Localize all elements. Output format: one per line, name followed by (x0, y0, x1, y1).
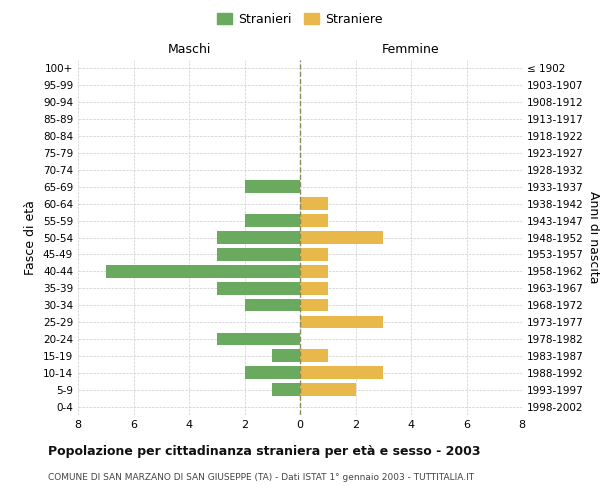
Bar (300, 231, 383, 244)
Y-axis label: Anni di nascita: Anni di nascita (587, 191, 600, 284)
Bar (217, 332, 300, 345)
Y-axis label: Fasce di età: Fasce di età (25, 200, 37, 275)
Text: Femmine: Femmine (382, 44, 440, 57)
Bar (300, 299, 328, 312)
Bar (245, 214, 300, 227)
Text: Popolazione per cittadinanza straniera per età e sesso - 2003: Popolazione per cittadinanza straniera p… (48, 445, 481, 458)
Bar (300, 214, 328, 227)
Bar (300, 198, 328, 210)
Bar (272, 384, 300, 396)
Bar (217, 231, 300, 244)
Bar (245, 180, 300, 193)
Bar (300, 248, 328, 260)
Bar (300, 265, 328, 278)
Bar (300, 316, 383, 328)
Bar (300, 366, 383, 379)
Bar (300, 282, 328, 294)
Text: Maschi: Maschi (167, 44, 211, 57)
Text: COMUNE DI SAN MARZANO DI SAN GIUSEPPE (TA) - Dati ISTAT 1° gennaio 2003 - TUTTIT: COMUNE DI SAN MARZANO DI SAN GIUSEPPE (T… (48, 473, 474, 482)
Bar (217, 282, 300, 294)
Bar (272, 350, 300, 362)
Bar (217, 248, 300, 260)
Bar (245, 366, 300, 379)
Bar (300, 350, 328, 362)
Legend: Stranieri, Straniere: Stranieri, Straniere (217, 13, 383, 26)
Bar (300, 384, 355, 396)
Bar (106, 265, 300, 278)
Bar (245, 299, 300, 312)
